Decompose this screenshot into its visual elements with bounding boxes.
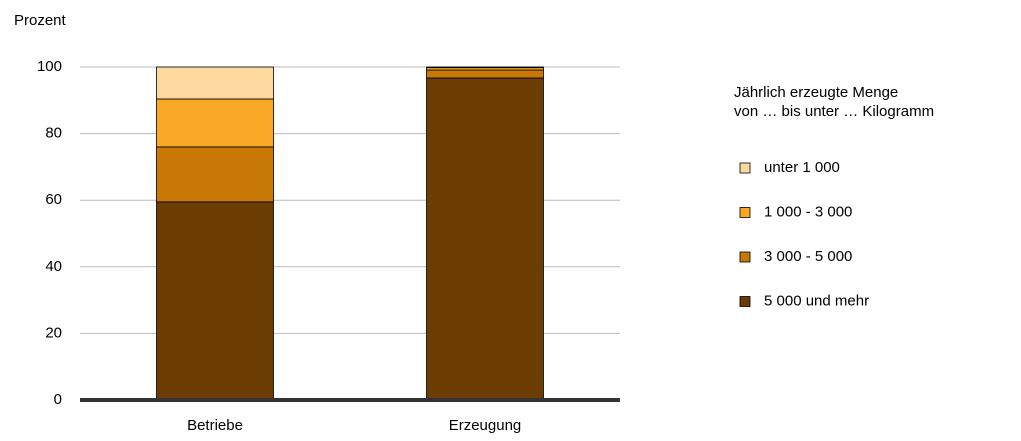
legend-swatch (739, 207, 751, 218)
legend-swatch (739, 296, 751, 307)
legend-swatch (739, 162, 751, 174)
y-tick-label: 40 (45, 258, 62, 275)
legend-label: 3 000 - 5 000 (764, 248, 852, 265)
legend-title: von … bis unter … Kilogramm (734, 103, 934, 120)
bar-segment (426, 66, 544, 69)
bar-segment (156, 201, 274, 401)
y-axis-label: Prozent (14, 12, 67, 29)
y-tick-label: 60 (45, 191, 62, 208)
y-tick-label: 100 (37, 58, 62, 75)
bar-segment (156, 98, 274, 148)
bar-segment (156, 146, 274, 203)
legend-swatch (739, 251, 751, 263)
legend-label: 1 000 - 3 000 (764, 203, 852, 220)
bar-segment (156, 66, 274, 100)
x-tick-label: Betriebe (187, 417, 243, 434)
bar-segment (426, 77, 544, 401)
y-tick-label: 20 (45, 324, 62, 341)
legend-title: Jährlich erzeugte Menge (734, 84, 898, 101)
y-tick-label: 0 (54, 391, 62, 408)
legend-label: 5 000 und mehr (764, 292, 869, 309)
legend-label: unter 1 000 (764, 159, 840, 176)
bar-segment (426, 69, 544, 79)
x-tick-label: Erzeugung (449, 417, 522, 434)
y-tick-label: 80 (45, 125, 62, 142)
